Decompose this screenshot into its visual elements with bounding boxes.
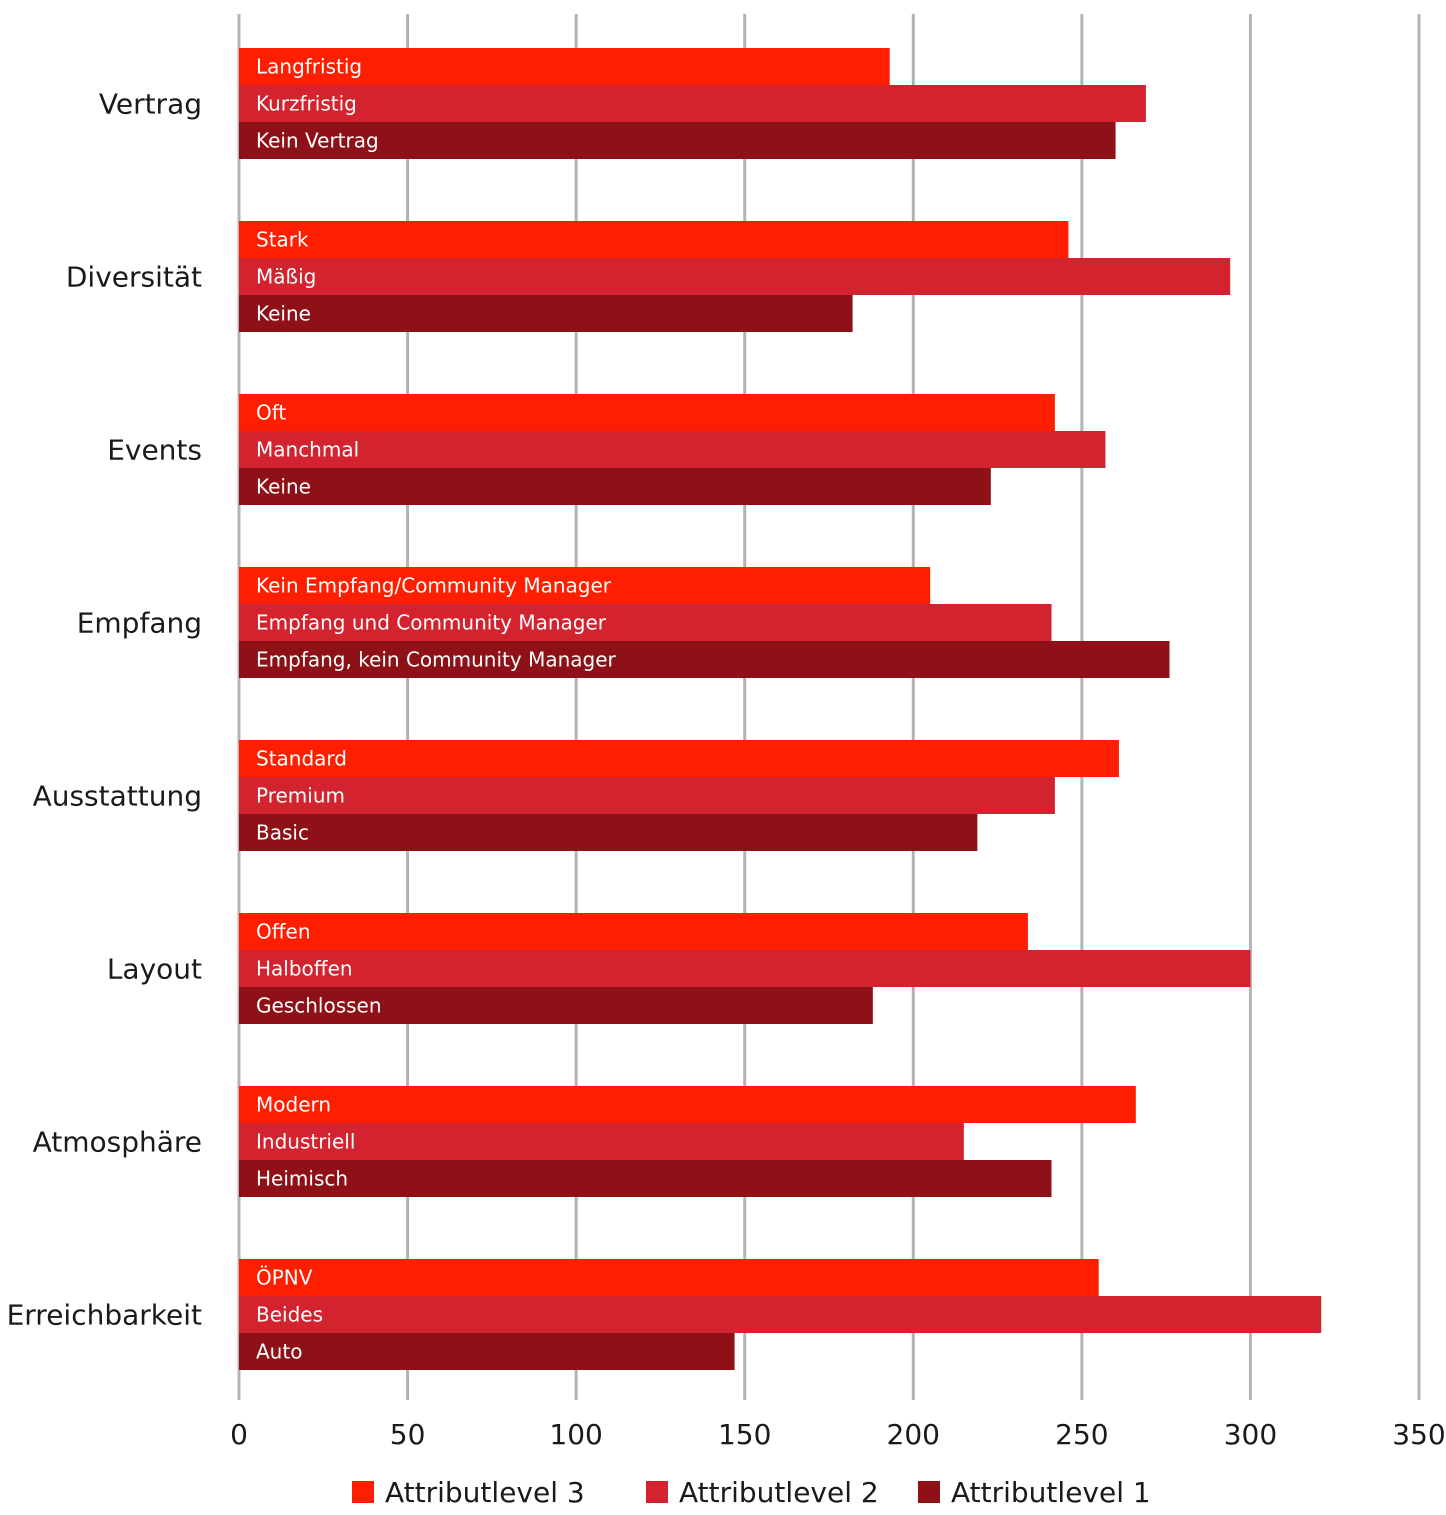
bar: [239, 950, 1251, 987]
x-tick-label: 350: [1392, 1418, 1445, 1451]
x-tick-label: 150: [718, 1418, 771, 1451]
bar-label: Keine: [256, 302, 311, 326]
bar: [239, 641, 1170, 678]
bar: [239, 221, 1069, 258]
bar: [239, 1160, 1052, 1197]
bar-label: Kurzfristig: [256, 92, 357, 116]
bar: [239, 567, 931, 604]
bar-label: Basic: [256, 821, 309, 845]
bar: [239, 258, 1231, 295]
legend-swatch: [352, 1481, 374, 1503]
bar-label: Auto: [256, 1340, 302, 1364]
bar-label: Langfristig: [256, 55, 362, 79]
bar: [239, 1123, 964, 1160]
bar: [239, 1086, 1136, 1123]
category-labels: Vertrag Diversität Events Empfang Ausstattun…: [7, 88, 202, 1332]
bar-label: Oft: [256, 401, 286, 425]
x-tick-label: 200: [887, 1418, 940, 1451]
bar: [239, 777, 1055, 814]
bar: [239, 48, 890, 85]
category-label: Diversität: [66, 261, 202, 294]
legend-label: Attributlevel 1: [951, 1476, 1151, 1509]
bar: [239, 1259, 1099, 1296]
bar-label: Empfang, kein Community Manager: [256, 648, 617, 672]
category-label: Layout: [107, 953, 202, 986]
bar-label: Empfang und Community Manager: [256, 611, 607, 635]
bar-label: Industriell: [256, 1130, 355, 1154]
category-label: Empfang: [77, 607, 202, 640]
bar-label: Heimisch: [256, 1167, 348, 1191]
bar: [239, 740, 1119, 777]
x-tick-label: 0: [230, 1418, 248, 1451]
x-tick-label: 300: [1224, 1418, 1277, 1451]
x-tick-label: 250: [1055, 1418, 1108, 1451]
x-tick-label: 50: [390, 1418, 426, 1451]
bar-label: Modern: [256, 1093, 331, 1117]
bar-label: Offen: [256, 920, 311, 944]
category-label: Atmosphäre: [33, 1126, 202, 1159]
bar-label: Halboffen: [256, 957, 353, 981]
bar-label: Manchmal: [256, 438, 359, 462]
bar: [239, 1296, 1322, 1333]
bar: [239, 431, 1106, 468]
bar-label: Geschlossen: [256, 994, 382, 1018]
bar-label: Kein Empfang/Community Manager: [256, 574, 612, 598]
bar-label: Stark: [256, 228, 309, 252]
legend-swatch: [918, 1481, 940, 1503]
x-tick-label: 100: [549, 1418, 602, 1451]
bar: [239, 295, 853, 332]
bar-label: Beides: [256, 1303, 323, 1327]
legend: Attributlevel 3 Attributlevel 2 Attributle…: [352, 1476, 1151, 1509]
bar: [239, 1333, 735, 1370]
bar: [239, 913, 1028, 950]
bar-label: Keine: [256, 475, 311, 499]
bars: Langfristig Kurzfristig Kein Vertrag Stark M…: [239, 48, 1322, 1370]
bar-label: Kein Vertrag: [256, 129, 379, 153]
bar: [239, 987, 873, 1024]
category-label: Vertrag: [99, 88, 202, 121]
bar: [239, 122, 1116, 159]
category-label: Erreichbarkeit: [7, 1299, 202, 1332]
bar: [239, 604, 1052, 641]
legend-label: Attributlevel 3: [385, 1476, 585, 1509]
x-axis-tick-labels: 0 50 100 150 200 250 300 350: [230, 1418, 1446, 1451]
category-label: Events: [107, 434, 202, 467]
legend-swatch: [646, 1481, 668, 1503]
bar-label: Mäßig: [256, 265, 316, 289]
bar: [239, 394, 1055, 431]
bar-label: ÖPNV: [256, 1266, 313, 1290]
legend-label: Attributlevel 2: [679, 1476, 879, 1509]
bar: [239, 85, 1146, 122]
bar: [239, 468, 991, 505]
bar-label: Standard: [256, 747, 347, 771]
bar-label: Premium: [256, 784, 345, 808]
bar: [239, 814, 978, 851]
category-label: Ausstattung: [33, 780, 202, 813]
